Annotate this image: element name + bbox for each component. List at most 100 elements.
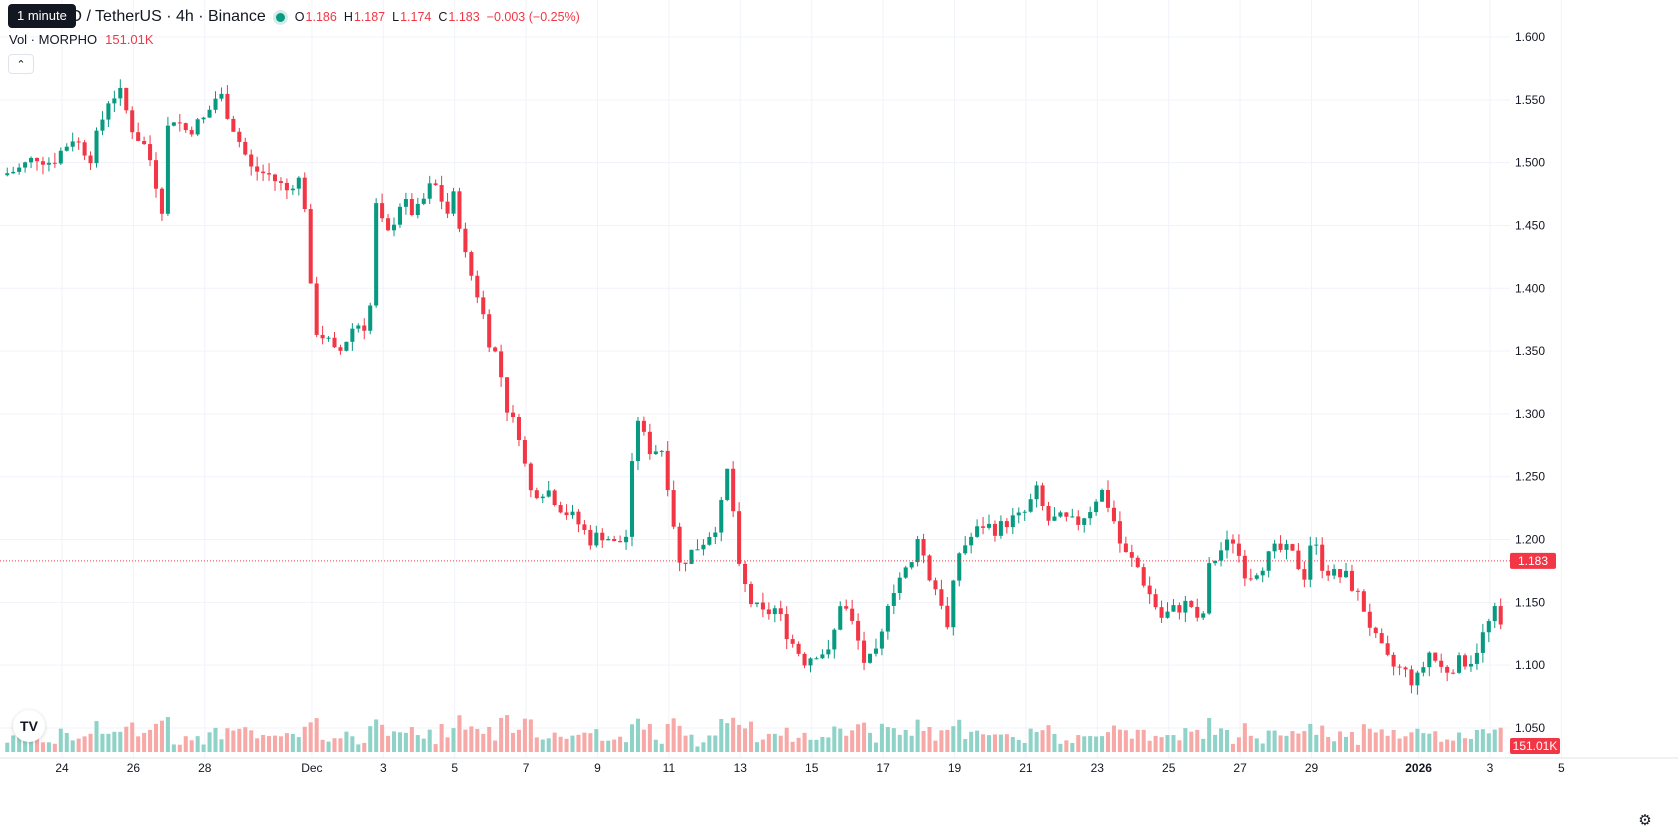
volume-legend[interactable]: Vol · MORPHO 151.01K xyxy=(9,32,154,47)
volume-bar xyxy=(1195,729,1200,752)
candle-body xyxy=(975,526,980,537)
candle-body xyxy=(1189,600,1194,607)
symbol-title[interactable]: HO / TetherUS · 4h · Binance xyxy=(58,8,266,25)
candle-body xyxy=(820,654,825,659)
candle-body xyxy=(368,305,373,331)
volume-bar xyxy=(1260,743,1265,752)
volume-bar xyxy=(1010,736,1015,752)
price-tick-label: 1.500 xyxy=(1515,156,1545,170)
volume-bar xyxy=(261,734,266,752)
candle-body xyxy=(1040,485,1045,507)
volume-bar xyxy=(510,732,516,752)
volume-bar xyxy=(903,729,908,752)
volume-bar xyxy=(148,729,153,752)
volume-bar xyxy=(1076,735,1081,752)
candle-body xyxy=(677,526,682,563)
volume-bar xyxy=(719,719,724,752)
volume-bar xyxy=(713,735,718,752)
high-value: 1.187 xyxy=(353,10,386,24)
volume-bar xyxy=(5,742,10,752)
volume-bar xyxy=(112,731,117,752)
volume-bar xyxy=(1445,739,1450,752)
candle-body xyxy=(903,567,908,578)
volume-bar xyxy=(106,733,111,752)
candle-body xyxy=(40,161,45,165)
symbol-legend[interactable]: HO / TetherUS · 4h · Binance O1.186 H1.1… xyxy=(10,7,580,27)
last-price-label: 1.183 xyxy=(1518,554,1548,568)
candle-body xyxy=(939,589,944,606)
candle-body xyxy=(58,150,63,164)
candle-body xyxy=(927,555,932,581)
volume-bar xyxy=(70,740,75,752)
volume-bar xyxy=(320,739,325,752)
volume-bar xyxy=(975,730,980,752)
volume-bar xyxy=(814,739,819,752)
collapse-legend-button[interactable]: ⌃ xyxy=(8,54,34,74)
volume-bar xyxy=(165,717,170,752)
candle-body xyxy=(921,538,926,556)
candle-body xyxy=(731,468,736,512)
volume-bar xyxy=(451,728,456,752)
candle-body xyxy=(1248,578,1253,580)
candle-body xyxy=(1457,655,1462,673)
candle-body xyxy=(70,141,75,147)
volume-bar xyxy=(368,726,373,752)
candle-body xyxy=(1046,506,1051,521)
volume-bar xyxy=(1052,733,1057,752)
volume-bar xyxy=(124,726,129,752)
candle-body xyxy=(963,545,968,554)
volume-bar xyxy=(1498,727,1503,752)
volume-bar xyxy=(1320,725,1325,752)
volume-bar xyxy=(707,735,712,752)
volume-bar xyxy=(951,726,956,752)
price-axis[interactable]: 1.600 1.550 1.500 1.450 1.400 1.350 1.300 1.250… xyxy=(1515,30,1545,735)
candle-body xyxy=(427,183,432,199)
volume-bar xyxy=(397,732,402,752)
volume-bar xyxy=(1415,728,1420,752)
candle-body xyxy=(1230,539,1235,544)
candle-body xyxy=(88,155,93,164)
candle-body xyxy=(671,490,676,527)
volume-bar xyxy=(130,722,135,752)
candle-body xyxy=(1260,570,1265,576)
volume-bar xyxy=(1219,728,1224,752)
volume-bar xyxy=(731,717,736,752)
volume-bar xyxy=(1040,730,1045,752)
chart-grid xyxy=(0,0,1562,758)
gear-icon[interactable]: ⚙ xyxy=(1638,812,1652,829)
candle-body xyxy=(641,420,646,432)
candle-body xyxy=(362,325,367,331)
candle-body xyxy=(153,160,159,189)
volume-bar xyxy=(487,726,492,752)
volume-bar xyxy=(1207,717,1212,752)
candle-body xyxy=(957,553,962,581)
time-axis[interactable]: 24 26 28 Dec 3 5 7 9 11 13 15 17 19 21 23 25 27 29 2026 3 5 xyxy=(0,757,1678,775)
volume-bar xyxy=(1296,733,1301,752)
volume-bar xyxy=(522,718,527,752)
candle-body xyxy=(1201,613,1206,618)
last-price-badge xyxy=(1510,552,1556,569)
volume-bar xyxy=(1070,742,1075,752)
candle-body xyxy=(76,141,81,143)
candle-body xyxy=(1064,512,1069,517)
candle-body xyxy=(695,549,700,551)
candle-body xyxy=(951,580,956,628)
candle-body xyxy=(719,499,724,533)
close-value: 1.183 xyxy=(448,10,480,24)
low-label: L xyxy=(392,10,400,24)
tradingview-logo[interactable]: TV xyxy=(13,710,45,742)
volume-bar xyxy=(564,738,569,752)
volume-bar xyxy=(284,733,289,752)
candle-body xyxy=(725,468,730,500)
time-tick-label: 15 xyxy=(805,761,819,775)
volume-bar xyxy=(933,740,938,752)
volume-bar xyxy=(838,728,843,752)
candle-body xyxy=(665,450,670,491)
volume-bar xyxy=(433,744,438,752)
candle-body xyxy=(1147,585,1152,595)
volume-bar xyxy=(1165,735,1170,752)
volume-bar xyxy=(1236,737,1241,752)
volume-bar xyxy=(17,734,22,752)
candle-body xyxy=(647,431,652,455)
